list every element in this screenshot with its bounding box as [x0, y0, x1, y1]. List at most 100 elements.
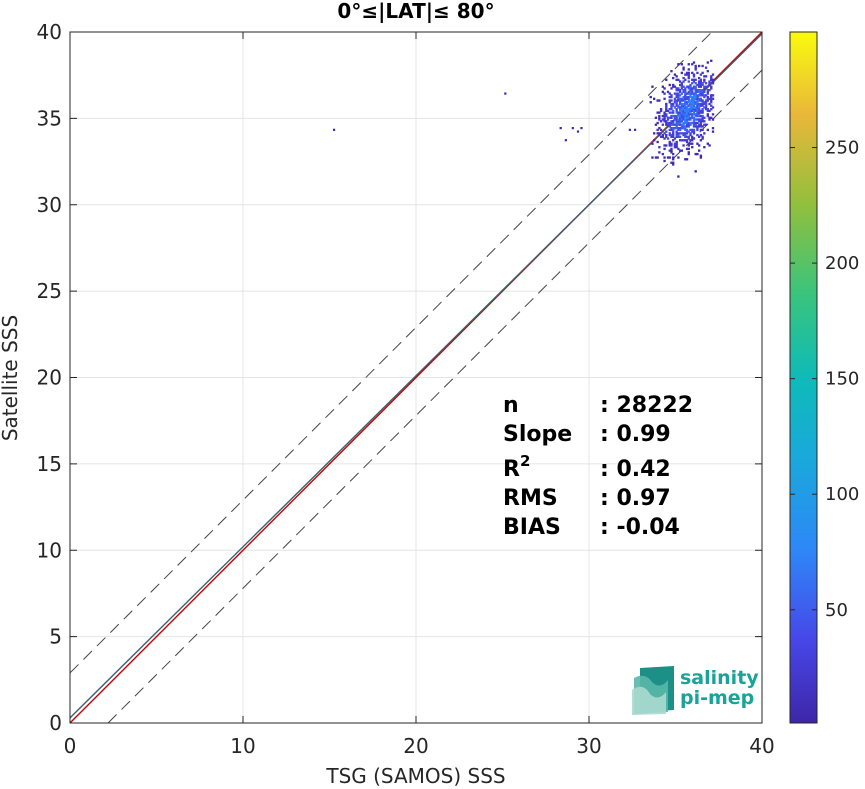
density-cell [673, 123, 677, 126]
density-cell [673, 146, 677, 149]
colorbar-tick-label: 50 [825, 600, 848, 621]
density-cell [694, 170, 697, 173]
density-cell [689, 87, 692, 90]
density-cell [694, 92, 697, 95]
density-cell [699, 133, 703, 137]
density-cell [678, 80, 682, 83]
density-cell [692, 95, 696, 99]
density-cell [689, 142, 692, 145]
density-cell [678, 120, 682, 123]
density-cell [694, 89, 697, 92]
density-cell [691, 89, 694, 92]
density-cell [701, 82, 704, 85]
density-cell [685, 121, 689, 125]
density-cell [670, 123, 673, 126]
density-cell [687, 99, 690, 102]
stats-box: n: 28222 Slope: 0.99 R 2: 0.42 RMS: 0.97 BIAS… [503, 393, 693, 540]
density-cell [703, 95, 706, 99]
density-cell [703, 80, 706, 83]
x-tick-labels: 0 10 20 30 40 [64, 734, 775, 758]
density-cell [691, 90, 694, 94]
density-cell [691, 87, 694, 90]
stat-label: Slope [503, 422, 572, 447]
density-cell [687, 68, 690, 71]
density-cell [691, 137, 694, 140]
density-cell [672, 127, 675, 130]
density-cell [691, 99, 694, 102]
density-cell [677, 104, 680, 107]
density-cell [670, 102, 673, 106]
density-cell [704, 66, 708, 69]
density-cell [673, 142, 677, 145]
density-cell [711, 113, 715, 116]
density-cell [704, 94, 708, 97]
y-tick-label: 25 [37, 279, 62, 303]
density-cell [696, 101, 699, 104]
density-cell [675, 130, 678, 133]
density-cell [673, 118, 677, 121]
density-cell [682, 80, 685, 83]
density-cell [678, 132, 682, 135]
density-cell [665, 120, 668, 123]
density-cell [691, 106, 694, 109]
density-cell [668, 123, 671, 126]
outlier-point [332, 128, 336, 131]
density-cell [672, 163, 675, 166]
density-cell [689, 95, 692, 99]
density-cell [710, 101, 713, 104]
density-cell [691, 139, 694, 142]
density-cell [706, 95, 709, 99]
density-cell [682, 106, 685, 109]
density-cell [687, 142, 690, 145]
density-cell [678, 106, 682, 109]
density-cell [689, 106, 692, 109]
density-cell [687, 90, 690, 94]
density-cell [694, 66, 697, 69]
density-cell [678, 123, 682, 126]
density-cell [696, 108, 699, 111]
density-cell [701, 92, 704, 95]
density-cell [675, 120, 678, 123]
density-cell [677, 121, 680, 125]
density-cell [694, 114, 697, 118]
density-cell [656, 111, 659, 114]
density-cell [663, 116, 666, 119]
density-cell [678, 111, 682, 114]
density-cell [689, 101, 692, 104]
density-cell [704, 82, 708, 85]
density-cell [699, 89, 703, 92]
density-cell [687, 114, 690, 118]
density-cell [692, 99, 696, 102]
density-cell [675, 114, 678, 118]
density-cells [332, 59, 715, 178]
density-cell [684, 89, 687, 92]
density-cell [697, 113, 701, 116]
density-cell [685, 135, 689, 138]
density-cell [673, 114, 677, 118]
density-cell [696, 127, 699, 130]
density-cell [699, 114, 703, 118]
density-cell [704, 102, 708, 106]
density-cell [697, 82, 701, 85]
density-cell [687, 101, 690, 104]
density-cell [663, 159, 666, 163]
density-cell [691, 97, 694, 100]
x-tick-label: 20 [403, 734, 428, 758]
density-cell [666, 121, 670, 125]
density-cell [685, 95, 689, 99]
density-cell [710, 104, 713, 107]
density-cell [659, 128, 663, 132]
density-cell [699, 128, 703, 132]
density-cell [687, 92, 690, 95]
density-cell [668, 95, 671, 99]
density-cell [668, 128, 671, 132]
density-cell [654, 116, 658, 119]
density-cell [678, 97, 682, 100]
density-cell [687, 87, 690, 90]
density-cell [668, 133, 671, 137]
density-cell [689, 113, 692, 116]
density-cell [685, 73, 689, 76]
density-cell [691, 142, 694, 145]
density-cell [677, 78, 680, 81]
density-cell [697, 89, 701, 92]
